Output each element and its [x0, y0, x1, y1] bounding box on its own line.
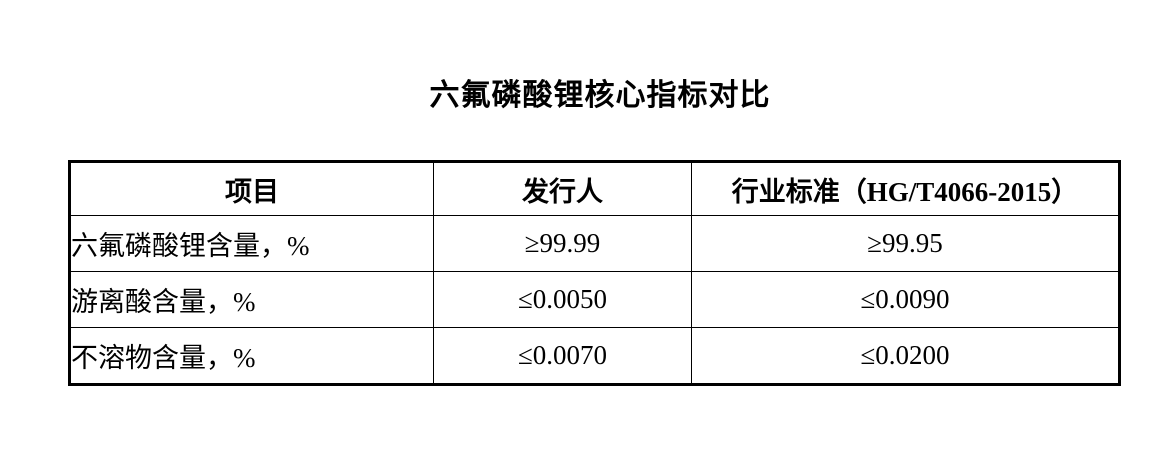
table-row: 六氟磷酸锂含量，% ≥99.99 ≥99.95: [69, 215, 1120, 272]
cell-issuer-value: ≤0.0070: [433, 327, 692, 385]
indicator-comparison-table: 项目 发行人 行业标准（HG/T4066-2015） 六氟磷酸锂含量，% ≥99…: [68, 160, 1121, 386]
table-row: 游离酸含量，% ≤0.0050 ≤0.0090: [69, 271, 1120, 328]
column-header-industry-standard: 行业标准（HG/T4066-2015）: [691, 161, 1120, 216]
cell-item-name: 不溶物含量，%: [69, 327, 434, 385]
cell-standard-value: ≤0.0090: [691, 271, 1120, 328]
cell-standard-value: ≥99.95: [691, 215, 1120, 272]
page-title: 六氟磷酸锂核心指标对比: [429, 79, 771, 112]
column-header-issuer: 发行人: [433, 161, 692, 216]
cell-item-name: 游离酸含量，%: [69, 271, 434, 328]
cell-item-name: 六氟磷酸锂含量，%: [69, 215, 434, 272]
table-header-row: 项目 发行人 行业标准（HG/T4066-2015）: [69, 161, 1120, 216]
column-header-item: 项目: [69, 161, 434, 216]
cell-standard-value: ≤0.0200: [691, 327, 1120, 385]
cell-issuer-value: ≤0.0050: [433, 271, 692, 328]
cell-issuer-value: ≥99.99: [433, 215, 692, 272]
table-row: 不溶物含量，% ≤0.0070 ≤0.0200: [69, 327, 1120, 385]
